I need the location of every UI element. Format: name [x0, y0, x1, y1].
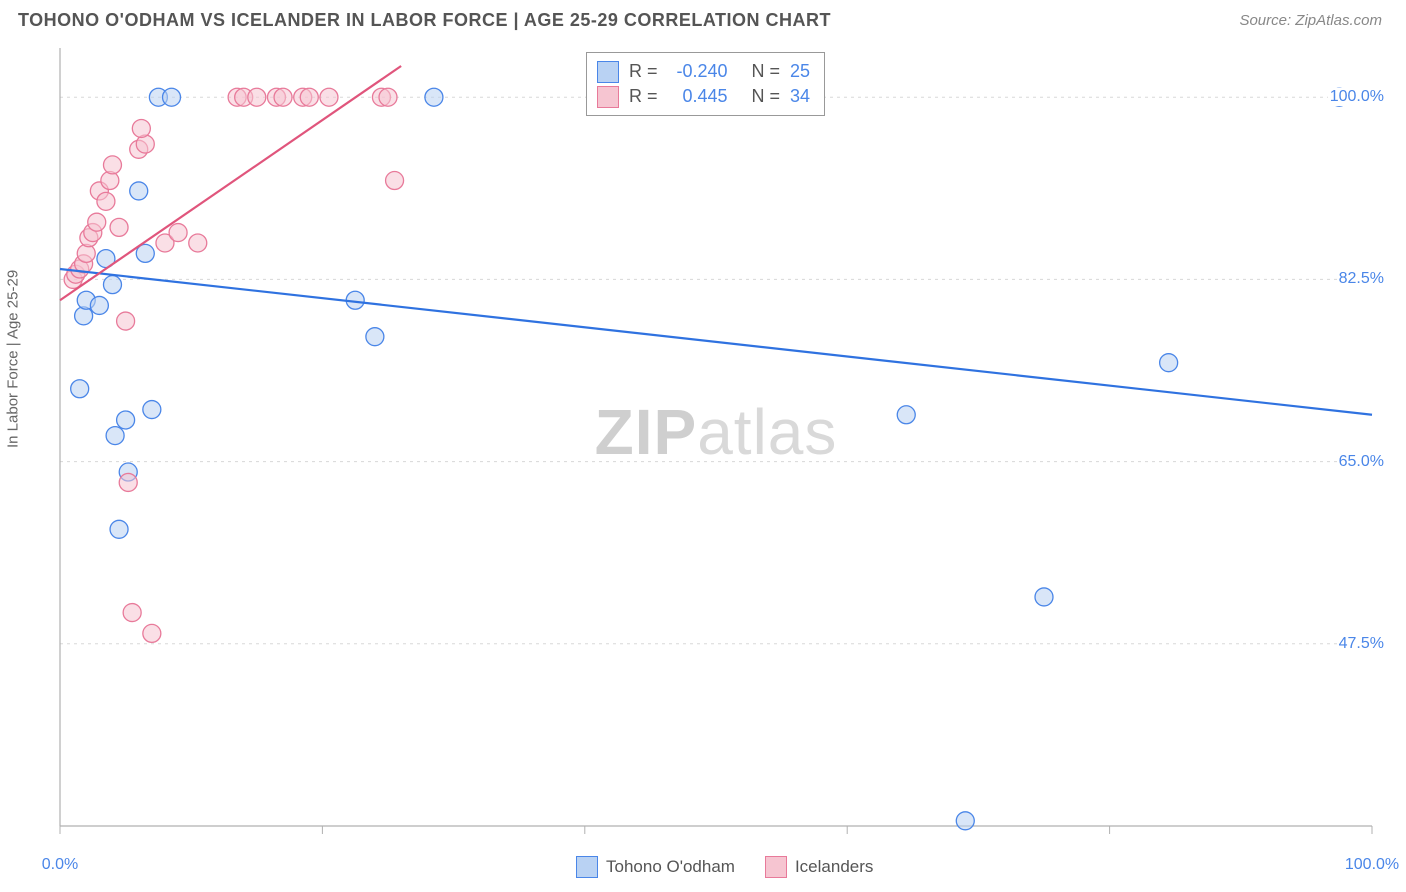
data-point	[189, 234, 207, 252]
data-point	[71, 380, 89, 398]
data-point	[425, 88, 443, 106]
scatter-svg	[56, 48, 1376, 848]
chart-container: In Labor Force | Age 25-29 ZIPatlas R = …	[18, 48, 1388, 848]
x-axis-min-label: 0.0%	[42, 856, 78, 874]
y-tick-label: 47.5%	[1337, 635, 1386, 653]
legend-swatch	[597, 86, 619, 108]
data-point	[77, 244, 95, 262]
data-point	[143, 624, 161, 642]
data-point	[1160, 354, 1178, 372]
data-point	[379, 88, 397, 106]
data-point	[956, 812, 974, 830]
data-point	[320, 88, 338, 106]
y-axis-label: In Labor Force | Age 25-29	[5, 270, 22, 448]
data-point	[123, 604, 141, 622]
trend-line	[60, 269, 1372, 415]
legend-item: Tohono O'odham	[576, 856, 735, 878]
data-point	[143, 401, 161, 419]
data-point	[88, 213, 106, 231]
data-point	[110, 520, 128, 538]
data-point	[132, 119, 150, 137]
legend-swatch	[765, 856, 787, 878]
data-point	[103, 156, 121, 174]
legend-label: Icelanders	[795, 857, 873, 877]
data-point	[103, 276, 121, 294]
series-legend: Tohono O'odham Icelanders	[576, 856, 873, 878]
data-point	[106, 427, 124, 445]
y-tick-label: 100.0%	[1328, 88, 1386, 106]
correlation-legend: R = -0.240 N = 25 R = 0.445 N = 34	[586, 52, 825, 116]
legend-item: Icelanders	[765, 856, 873, 878]
chart-source: Source: ZipAtlas.com	[1239, 12, 1382, 29]
data-point	[169, 224, 187, 242]
chart-title: TOHONO O'ODHAM VS ICELANDER IN LABOR FOR…	[18, 10, 831, 31]
data-point	[101, 172, 119, 190]
data-point	[248, 88, 266, 106]
data-point	[300, 88, 318, 106]
data-point	[117, 411, 135, 429]
legend-swatch	[597, 61, 619, 83]
y-tick-label: 82.5%	[1337, 270, 1386, 288]
legend-swatch	[576, 856, 598, 878]
legend-label: Tohono O'odham	[606, 857, 735, 877]
data-point	[90, 296, 108, 314]
x-axis-max-label: 100.0%	[1345, 856, 1399, 874]
data-point	[386, 172, 404, 190]
data-point	[75, 307, 93, 325]
plot-area: ZIPatlas R = -0.240 N = 25 R = 0.445 N =…	[56, 48, 1376, 848]
data-point	[97, 192, 115, 210]
legend-row: R = -0.240 N = 25	[597, 59, 810, 84]
data-point	[110, 218, 128, 236]
data-point	[1035, 588, 1053, 606]
data-point	[897, 406, 915, 424]
data-point	[163, 88, 181, 106]
legend-row: R = 0.445 N = 34	[597, 84, 810, 109]
y-tick-label: 65.0%	[1337, 453, 1386, 471]
data-point	[274, 88, 292, 106]
data-point	[130, 182, 148, 200]
data-point	[366, 328, 384, 346]
data-point	[117, 312, 135, 330]
data-point	[119, 473, 137, 491]
